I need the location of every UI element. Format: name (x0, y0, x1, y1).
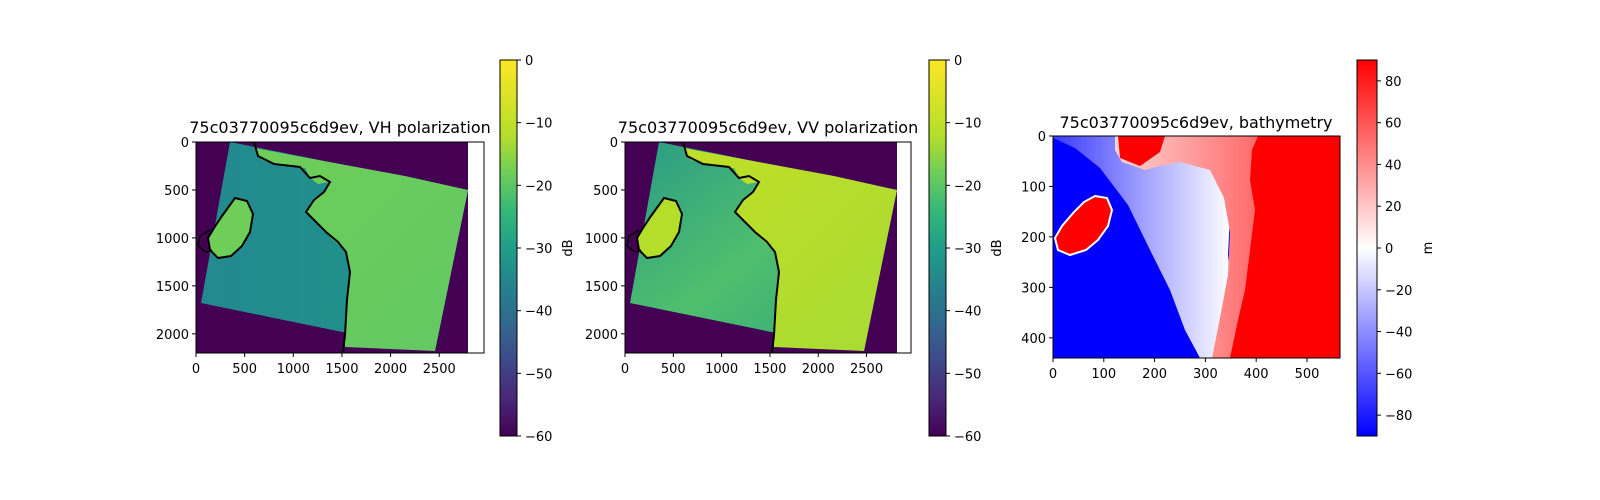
x-tick-label: 300 (1193, 367, 1218, 382)
x-tick-label: 2500 (850, 362, 883, 377)
y-tick-label: 500 (164, 184, 189, 199)
x-tick-label: 200 (1142, 367, 1167, 382)
y-tick-label: 1500 (156, 280, 189, 295)
y-tick-label: 2000 (156, 328, 189, 343)
land-vh (254, 148, 468, 351)
title-vv: 75c03770095c6d9ev, VV polarization (618, 118, 918, 137)
colorbar-label-bathymetry: m (1421, 242, 1436, 255)
colorbar-tick-label: −20 (1385, 284, 1412, 299)
axis-ticks-vh: 0 500 1000 1500 2000 2500 0 500 1000 1500 2000 (156, 136, 456, 377)
colorbar-tick-label: 60 (1385, 117, 1402, 132)
colorbar-label-vv: dB (990, 239, 1005, 256)
colorbar-tick-label: −40 (1385, 326, 1412, 341)
land-vv (683, 148, 897, 351)
x-tick-label: 1000 (277, 362, 310, 377)
islet-coast-vh (197, 229, 213, 253)
y-tick-label: 100 (1021, 180, 1046, 195)
x-tick-label: 1000 (705, 362, 738, 377)
axis-ticks-bathymetry: 0 100 200 300 400 500 0 100 200 300 400 (1021, 130, 1319, 382)
title-bathymetry: 75c03770095c6d9ev, bathymetry (1060, 113, 1333, 132)
x-tick-label: 500 (232, 362, 257, 377)
x-tick-label: 400 (1244, 367, 1269, 382)
x-tick-label: 0 (192, 362, 200, 377)
colorbar-tick-label: 0 (525, 54, 533, 69)
colorbar-label-vh: dB (561, 239, 576, 256)
y-tick-label: 2000 (585, 328, 618, 343)
colorbar-vh (499, 59, 518, 437)
colorbar-vv (928, 59, 947, 437)
colorbar-ticks-bathymetry: 80 60 40 20 0 −20 −40 −60 −80 (1377, 75, 1412, 424)
y-tick-label: 1000 (156, 232, 189, 247)
island-vv (637, 198, 682, 258)
image-vh (196, 142, 484, 353)
colorbar-ticks-vv: 0 −10 −20 −30 −40 −50 −60 (946, 54, 981, 445)
x-tick-label: 500 (661, 362, 686, 377)
y-tick-label: 0 (181, 136, 189, 151)
island-bathymetry (1053, 194, 1114, 257)
land-bathymetry (1230, 136, 1340, 358)
colorbar-tick-label: −80 (1385, 409, 1412, 424)
colorbar-bathymetry (1356, 59, 1378, 437)
image-vv (625, 142, 911, 353)
island-vh (208, 198, 253, 258)
island-coast-vv (635, 196, 684, 260)
headland-bathymetry (1118, 136, 1165, 166)
x-tick-label: 1500 (753, 362, 786, 377)
x-tick-label: 500 (1295, 367, 1320, 382)
x-tick-label: 0 (621, 362, 629, 377)
y-tick-label: 0 (610, 136, 618, 151)
colorbar-tick-label: −30 (954, 242, 981, 257)
y-tick-label: 200 (1021, 231, 1046, 246)
colorbar-tick-label: −40 (525, 305, 552, 320)
colorbar-tick-label: −10 (525, 117, 552, 132)
colorbar-tick-label: −10 (954, 117, 981, 132)
x-tick-label: 2000 (802, 362, 835, 377)
island-coast-vh (206, 196, 255, 260)
y-tick-label: 300 (1021, 281, 1046, 296)
colorbar-tick-label: 80 (1385, 75, 1402, 90)
colorbar-tick-label: −60 (525, 430, 552, 445)
colorbar-ticks-vh: 0 −10 −20 −30 −40 −50 −60 (517, 54, 552, 445)
colorbar-tick-label: −60 (954, 430, 981, 445)
image-bathymetry (1053, 136, 1340, 358)
colorbar-tick-label: −30 (525, 242, 552, 257)
axis-ticks-vv: 0 500 1000 1500 2000 2500 0 500 1000 1500 2000 (585, 136, 883, 377)
colorbar-tick-label: 0 (1385, 242, 1393, 257)
panel-vh: 75c03770095c6d9ev, VH polarization 0 500 1… (156, 54, 576, 445)
panel-vv: 75c03770095c6d9ev, VV polarization 0 500 1… (585, 54, 1005, 445)
y-tick-label: 400 (1021, 332, 1046, 347)
coastline-vh (253, 142, 352, 353)
y-tick-label: 0 (1038, 130, 1046, 145)
y-tick-label: 500 (593, 184, 618, 199)
colorbar-tick-label: −50 (954, 367, 981, 382)
colorbar-tick-label: −40 (954, 305, 981, 320)
islet-coast-vv (626, 229, 642, 253)
colorbar-tick-label: −20 (954, 179, 981, 194)
title-vh: 75c03770095c6d9ev, VH polarization (189, 118, 491, 137)
y-tick-label: 1000 (585, 232, 618, 247)
x-tick-label: 2500 (423, 362, 456, 377)
colorbar-tick-label: 20 (1385, 200, 1402, 215)
colorbar-tick-label: −60 (1385, 367, 1412, 382)
shelf-bathymetry (1053, 136, 1232, 358)
x-tick-label: 1500 (325, 362, 358, 377)
x-tick-label: 100 (1091, 367, 1116, 382)
panel-bathymetry: 75c03770095c6d9ev, bathymetry 0 100 200 300… (1021, 59, 1436, 437)
coastline-vv (682, 142, 781, 353)
x-tick-label: 0 (1049, 367, 1057, 382)
colorbar-tick-label: −20 (525, 179, 552, 194)
colorbar-tick-label: −50 (525, 367, 552, 382)
colorbar-tick-label: 40 (1385, 158, 1402, 173)
y-tick-label: 1500 (585, 280, 618, 295)
colorbar-tick-label: 0 (954, 54, 962, 69)
x-tick-label: 2000 (374, 362, 407, 377)
